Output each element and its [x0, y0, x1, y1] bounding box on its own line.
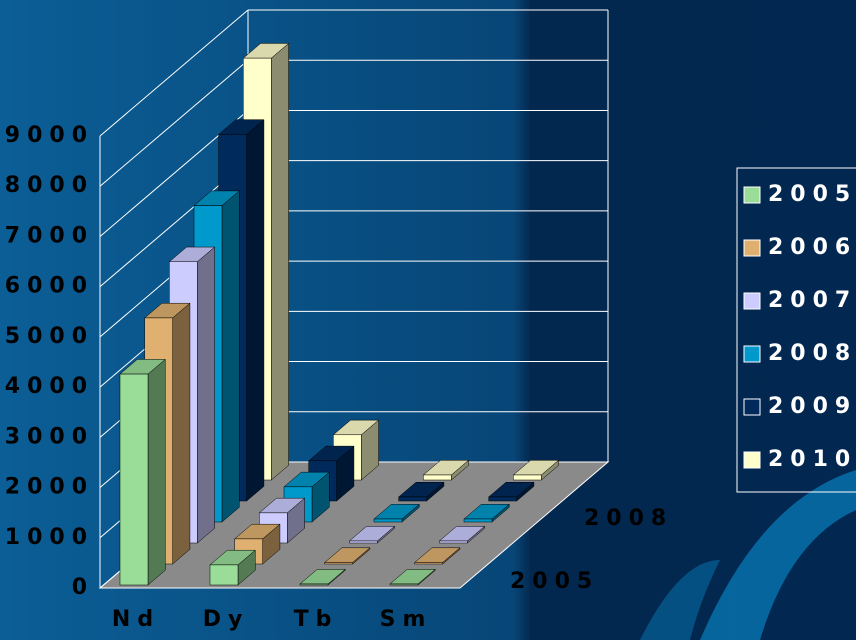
legend-swatch: [743, 451, 761, 469]
y-tick-label: 7000: [5, 223, 94, 248]
bar: [299, 583, 329, 586]
bar: [463, 518, 493, 523]
decoration: [700, 470, 856, 640]
y-tick-label: 8000: [5, 173, 94, 198]
legend-swatch: [743, 345, 761, 363]
legend-swatch: [743, 186, 761, 204]
y-tick-label: 9000: [5, 123, 94, 148]
bar: [414, 562, 443, 565]
y-tick-label: 1000: [5, 525, 94, 550]
grid-line: [99, 9, 249, 137]
y-tick-label: 5000: [5, 324, 94, 349]
bar-side: [197, 246, 215, 544]
bar: [398, 496, 427, 502]
decoration: [640, 560, 720, 640]
depth-label: 2008: [584, 506, 673, 531]
legend-label: 2009: [768, 394, 856, 419]
y-tick-label: 2000: [5, 475, 94, 500]
legend-box: [736, 167, 856, 493]
legend-swatch: [743, 292, 761, 310]
bar: [324, 562, 353, 565]
bar: [119, 373, 149, 586]
legend-label: 2010: [768, 447, 856, 472]
legend-label: 2007: [768, 288, 856, 313]
bar: [439, 540, 468, 544]
y-tick-label: 6000: [5, 274, 94, 299]
legend-swatch: [743, 398, 761, 416]
bar-side: [271, 42, 289, 481]
bar: [389, 583, 419, 586]
depth-label: 2005: [510, 569, 599, 594]
x-tick-label: Sm: [380, 607, 433, 632]
legend: 2005 2006 2007 2008 2009 2010: [736, 167, 856, 493]
y-tick-label: 0: [72, 575, 94, 600]
y-tick-label: 3000: [5, 424, 94, 449]
bar: [423, 474, 452, 481]
bar: [513, 474, 542, 481]
bar-side: [172, 302, 191, 565]
x-tick-label: Tb: [294, 607, 339, 632]
bar-side: [221, 190, 240, 523]
bar: [373, 518, 403, 523]
legend-label: 2005: [768, 182, 856, 207]
bar-side: [246, 119, 265, 502]
legend-swatch: [743, 239, 761, 257]
x-tick-label: Nd: [112, 607, 160, 632]
legend-label: 2008: [768, 341, 856, 366]
bar: [488, 496, 517, 502]
bar: [209, 564, 239, 586]
legend-label: 2006: [768, 235, 856, 260]
x-tick-label: Dy: [203, 607, 250, 632]
bar-side: [147, 358, 166, 586]
grid-line: [99, 59, 249, 187]
bar: [349, 540, 378, 544]
y-tick-label: 4000: [5, 374, 94, 399]
